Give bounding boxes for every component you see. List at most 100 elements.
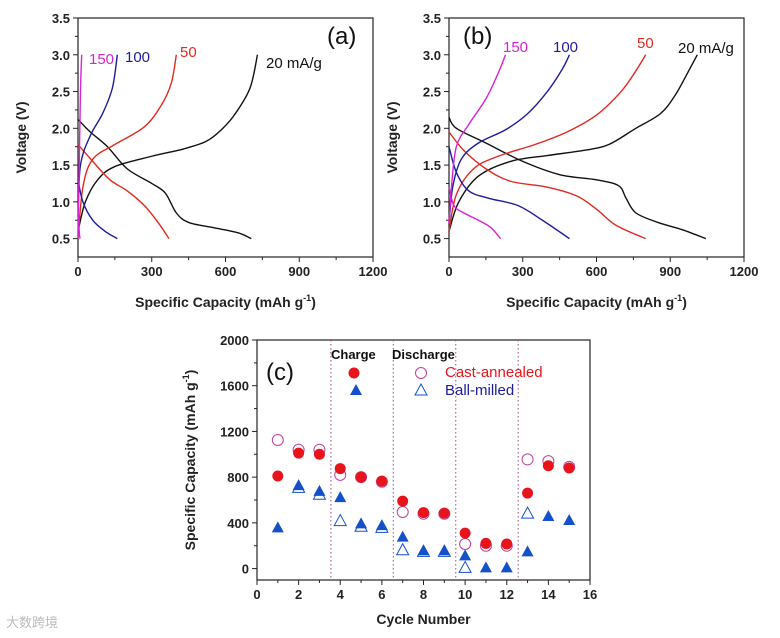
data-point-cast-annealed-charge (542, 460, 554, 472)
y-axis-label: Voltage (V) (13, 101, 29, 173)
discharge-curve-black (77, 118, 252, 240)
x-tick-label: 600 (215, 264, 237, 279)
y-tick-label: 1600 (220, 379, 249, 394)
data-point-ball-milled-charge (542, 510, 555, 521)
data-point-cast-annealed-charge (522, 487, 534, 499)
data-point-cast-annealed-charge (334, 463, 346, 475)
x-tick-label: 10 (458, 587, 472, 602)
x-tick-label: 900 (659, 264, 681, 279)
y-tick-label: 1.0 (423, 195, 441, 210)
data-point-ball-milled-charge (271, 521, 284, 533)
charge-curve-black (77, 54, 259, 232)
data-point-cast-annealed-charge (438, 507, 450, 519)
y-tick-label: 2.0 (52, 121, 70, 136)
discharge-curve-blue (448, 146, 570, 240)
y-tick-label: 0.5 (52, 232, 70, 247)
discharge-curve-red (77, 144, 170, 240)
x-tick-label: 4 (337, 587, 345, 602)
charge-curve-magenta (448, 54, 507, 224)
x-tick-label: 16 (583, 587, 597, 602)
data-point-cast-annealed-charge (397, 495, 409, 507)
data-point-ball-milled-charge (375, 519, 388, 531)
legend-charge-header: Charge (331, 347, 376, 362)
data-point-cast-annealed-charge (376, 475, 388, 487)
legend-discharge-header: Discharge (392, 347, 455, 362)
data-point-cast-annealed-charge (501, 538, 513, 550)
charge-curve-magenta (77, 54, 83, 239)
y-axis-label: Voltage (V) (384, 101, 400, 173)
x-tick-label: 1200 (359, 264, 388, 279)
x-axis-label: Specific Capacity (mAh g-1) (506, 293, 687, 310)
data-point-ball-milled-discharge (458, 560, 472, 573)
y-tick-label: 2.0 (423, 121, 441, 136)
x-axis-label: Cycle Number (376, 611, 471, 627)
y-tick-label: 1.0 (52, 195, 70, 210)
watermark: 大数跨境 (6, 616, 59, 631)
data-point-cast-annealed-discharge (521, 453, 534, 466)
data-point-ball-milled-charge (292, 479, 305, 491)
charge-curve-blue (448, 54, 571, 224)
data-point-ball-milled-charge (459, 549, 472, 561)
plot-frame (77, 17, 374, 258)
discharge-curve-blue (77, 179, 118, 240)
curve-label-black: 20 mA/g (678, 40, 734, 57)
data-point-cast-annealed-discharge (396, 506, 409, 518)
panel-label: (a) (327, 23, 356, 50)
legend-marker-ball-charge (350, 384, 362, 395)
data-point-cast-annealed-charge (563, 462, 575, 474)
data-point-ball-milled-discharge (395, 542, 410, 556)
y-tick-label: 0 (242, 562, 249, 577)
data-point-cast-annealed-discharge (459, 538, 472, 550)
legend-label-ball-milled: Ball-milled (445, 382, 514, 399)
data-point-ball-milled-charge (355, 517, 368, 529)
data-point-ball-milled-charge (396, 530, 409, 542)
data-point-ball-milled-charge (500, 561, 513, 573)
data-point-ball-milled-charge (521, 545, 534, 557)
curve-label-black: 20 mA/g (266, 55, 322, 72)
panel-label: (c) (266, 359, 294, 386)
data-point-ball-milled-charge (563, 514, 576, 525)
data-point-ball-milled-charge (334, 491, 347, 503)
curve-label-blue: 100 (553, 39, 578, 56)
y-tick-label: 0.5 (423, 232, 441, 247)
data-point-ball-milled-charge (438, 544, 451, 556)
curve-label-magenta: 150 (89, 51, 114, 68)
data-point-cast-annealed-discharge (271, 434, 284, 446)
data-point-cast-annealed-charge (313, 448, 325, 460)
legend-label-cast-annealed: Cast-annealed (445, 364, 543, 381)
curve-label-red: 50 (637, 35, 654, 52)
legend-marker-ball-discharge (414, 382, 428, 396)
x-tick-label: 0 (445, 264, 452, 279)
x-tick-label: 12 (500, 587, 514, 602)
legend-marker-cast-discharge (415, 367, 427, 379)
data-point-ball-milled-charge (479, 561, 492, 573)
y-tick-label: 800 (227, 470, 249, 485)
data-point-ball-milled-discharge (520, 506, 535, 519)
x-tick-label: 600 (586, 264, 608, 279)
curve-label-blue: 100 (125, 49, 150, 66)
y-tick-label: 1200 (220, 424, 249, 439)
y-tick-label: 3.0 (52, 48, 70, 63)
y-tick-label: 2.5 (423, 85, 441, 100)
charge-curve-red (448, 54, 647, 232)
data-point-cast-annealed-charge (459, 527, 471, 539)
x-tick-label: 8 (420, 587, 427, 602)
data-point-ball-milled-discharge (333, 513, 348, 527)
charge-curve-red (77, 54, 178, 239)
panel-label: (b) (463, 23, 492, 50)
data-point-cast-annealed-charge (480, 537, 492, 549)
discharge-curve-red (448, 131, 646, 240)
y-tick-label: 3.0 (423, 48, 441, 63)
x-tick-label: 900 (288, 264, 310, 279)
x-tick-label: 300 (512, 264, 534, 279)
x-tick-label: 6 (378, 587, 385, 602)
x-tick-label: 1200 (730, 264, 759, 279)
charge-curve-black (448, 54, 698, 232)
y-tick-label: 2.5 (52, 85, 70, 100)
data-point-cast-annealed-charge (418, 507, 429, 519)
x-tick-label: 2 (295, 587, 302, 602)
charge-curve-blue (77, 54, 119, 217)
x-tick-label: 14 (541, 587, 556, 602)
data-point-ball-milled-charge (417, 544, 430, 556)
y-tick-label: 1.5 (423, 158, 441, 173)
